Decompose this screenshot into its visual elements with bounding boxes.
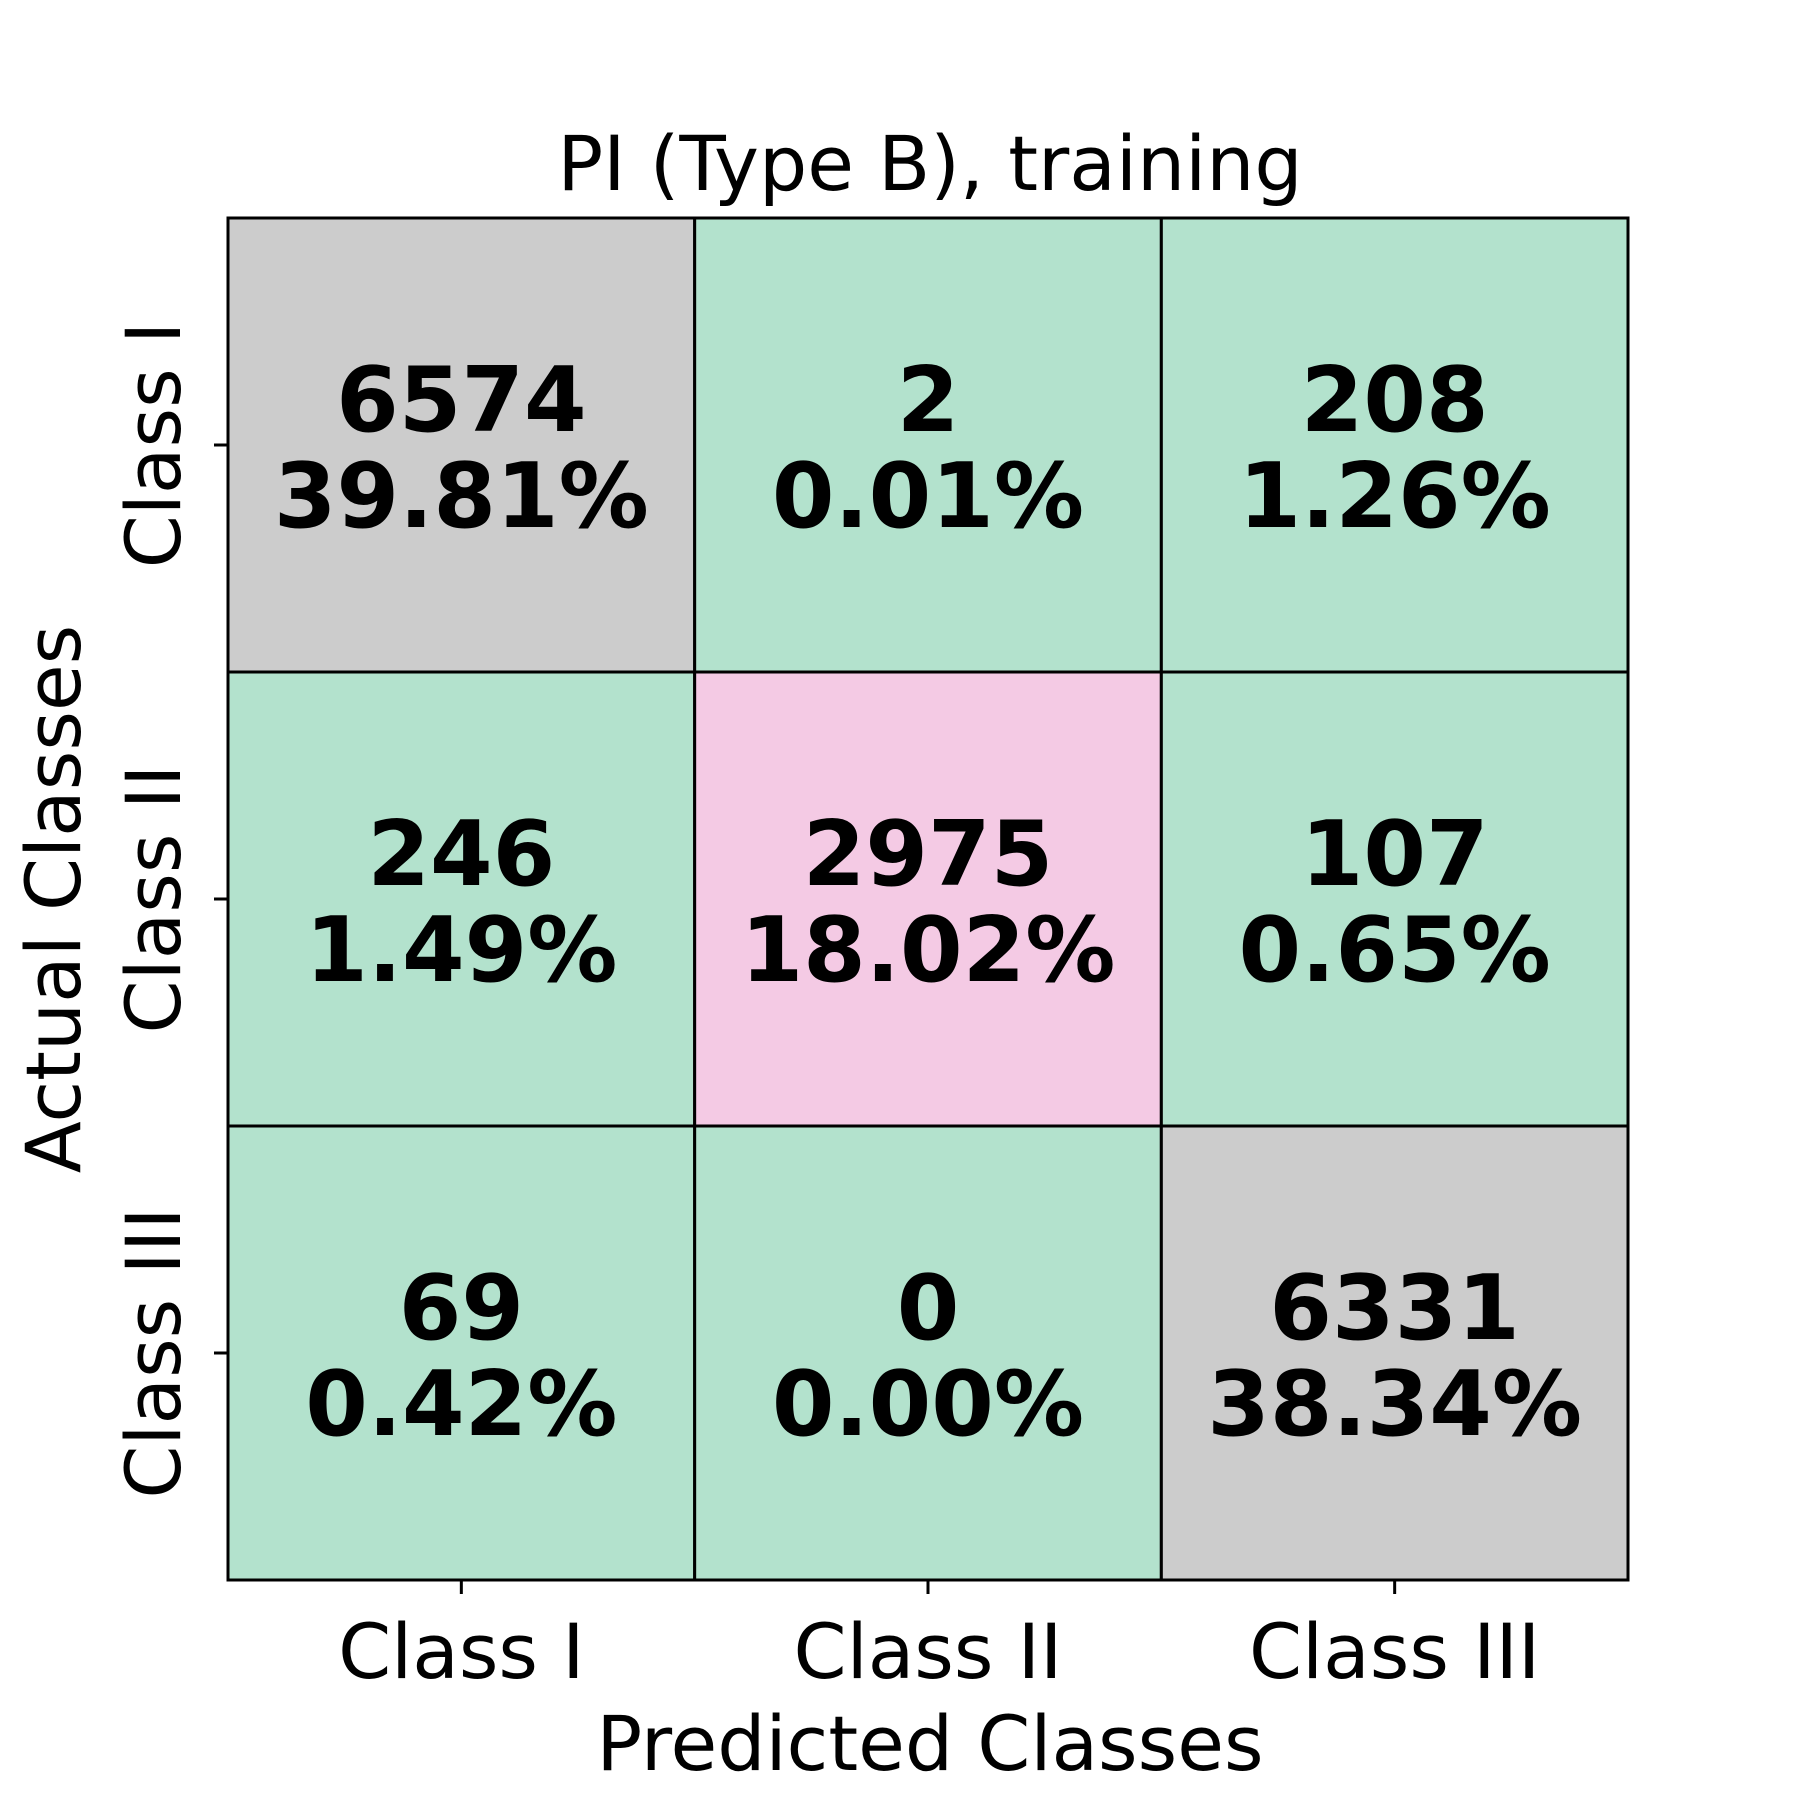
x-axis-ticks: Class I Class II Class III xyxy=(338,1580,1540,1696)
cell-percent-r0-c2: 1.26% xyxy=(1239,444,1551,549)
y-axis-ticks: Class I Class II Class III xyxy=(109,322,228,1499)
cell-count-r0-c0: 6574 xyxy=(336,348,587,453)
x-tick-label-0: Class I xyxy=(338,1607,585,1696)
cell-r2-c1 xyxy=(693,1124,1163,1582)
cell-r0-c1 xyxy=(693,216,1163,674)
cell-count-r0-c2: 208 xyxy=(1301,348,1489,453)
cell-percent-r1-c1: 18.02% xyxy=(741,898,1116,1003)
cell-percent-r1-c2: 0.65% xyxy=(1239,898,1551,1003)
y-tick-label-1: Class II xyxy=(109,765,198,1034)
x-tick-label-2: Class III xyxy=(1249,1607,1540,1696)
cell-count-r2-c1: 0 xyxy=(897,1256,960,1361)
cell-r2-c0 xyxy=(226,1124,697,1582)
y-axis-label: Actual Classes xyxy=(9,625,98,1174)
chart-title: PI (Type B), training xyxy=(557,119,1302,208)
heatmap-cells xyxy=(226,216,1630,1582)
cell-r1-c0 xyxy=(226,670,697,1128)
y-tick-label-2: Class III xyxy=(109,1207,198,1498)
cell-percent-r1-c0: 1.49% xyxy=(305,898,617,1003)
cell-r1-c2 xyxy=(1159,670,1630,1128)
y-tick-label-0: Class I xyxy=(109,322,198,569)
cell-percent-r0-c0: 39.81% xyxy=(274,444,649,549)
cell-count-r1-c2: 107 xyxy=(1301,802,1489,907)
cell-percent-r0-c1: 0.01% xyxy=(772,444,1084,549)
cell-count-r1-c0: 246 xyxy=(367,802,555,907)
cell-r1-c1 xyxy=(693,670,1163,1128)
cell-percent-r2-c2: 38.34% xyxy=(1207,1352,1582,1457)
cell-percent-r2-c1: 0.00% xyxy=(772,1352,1084,1457)
x-axis-label: Predicted Classes xyxy=(596,1699,1263,1788)
x-tick-label-1: Class II xyxy=(794,1607,1063,1696)
cell-count-r0-c1: 2 xyxy=(897,348,960,453)
cell-count-r2-c0: 69 xyxy=(399,1256,524,1361)
cell-r0-c0 xyxy=(226,216,697,674)
cell-percent-r2-c0: 0.42% xyxy=(305,1352,617,1457)
cell-count-r2-c2: 6331 xyxy=(1269,1256,1520,1361)
cell-count-r1-c1: 2975 xyxy=(803,802,1054,907)
